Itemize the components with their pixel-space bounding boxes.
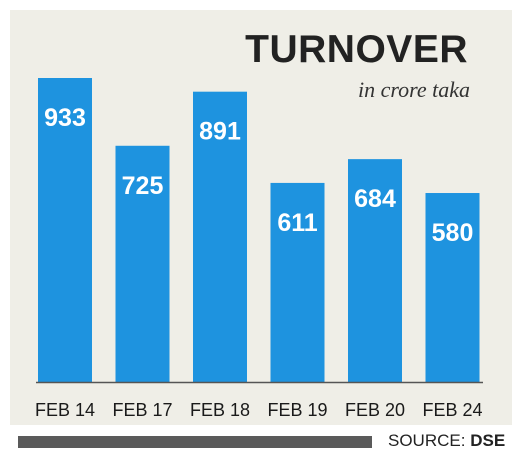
- source-label: SOURCE:: [388, 431, 466, 450]
- footer-divider-bar: [18, 436, 372, 448]
- bar: [115, 145, 170, 382]
- bar: [38, 78, 92, 382]
- source-name: DSE: [470, 431, 506, 450]
- bar-value-label: 684: [354, 185, 396, 213]
- x-tick-label: FEB 24: [422, 400, 482, 420]
- source-credit: SOURCE: DSE: [388, 432, 505, 449]
- x-tick-label: FEB 19: [267, 400, 327, 420]
- bar: [348, 159, 402, 382]
- x-tick-label: FEB 17: [112, 400, 172, 420]
- bar: [270, 182, 325, 382]
- bar: [193, 91, 247, 383]
- bar-value-label: 933: [44, 104, 86, 132]
- x-tick-label: FEB 18: [190, 400, 250, 420]
- bar-value-label: 725: [122, 172, 164, 200]
- bar: [425, 193, 480, 382]
- bar-value-label: 611: [277, 209, 317, 237]
- bar-value-label: 891: [199, 118, 241, 146]
- chart-subtitle: in crore taka: [357, 77, 470, 102]
- chart-title: TURNOVER: [245, 28, 468, 71]
- bar-value-label: 580: [432, 219, 474, 247]
- x-tick-label: FEB 14: [35, 400, 95, 420]
- x-tick-label: FEB 20: [345, 400, 405, 420]
